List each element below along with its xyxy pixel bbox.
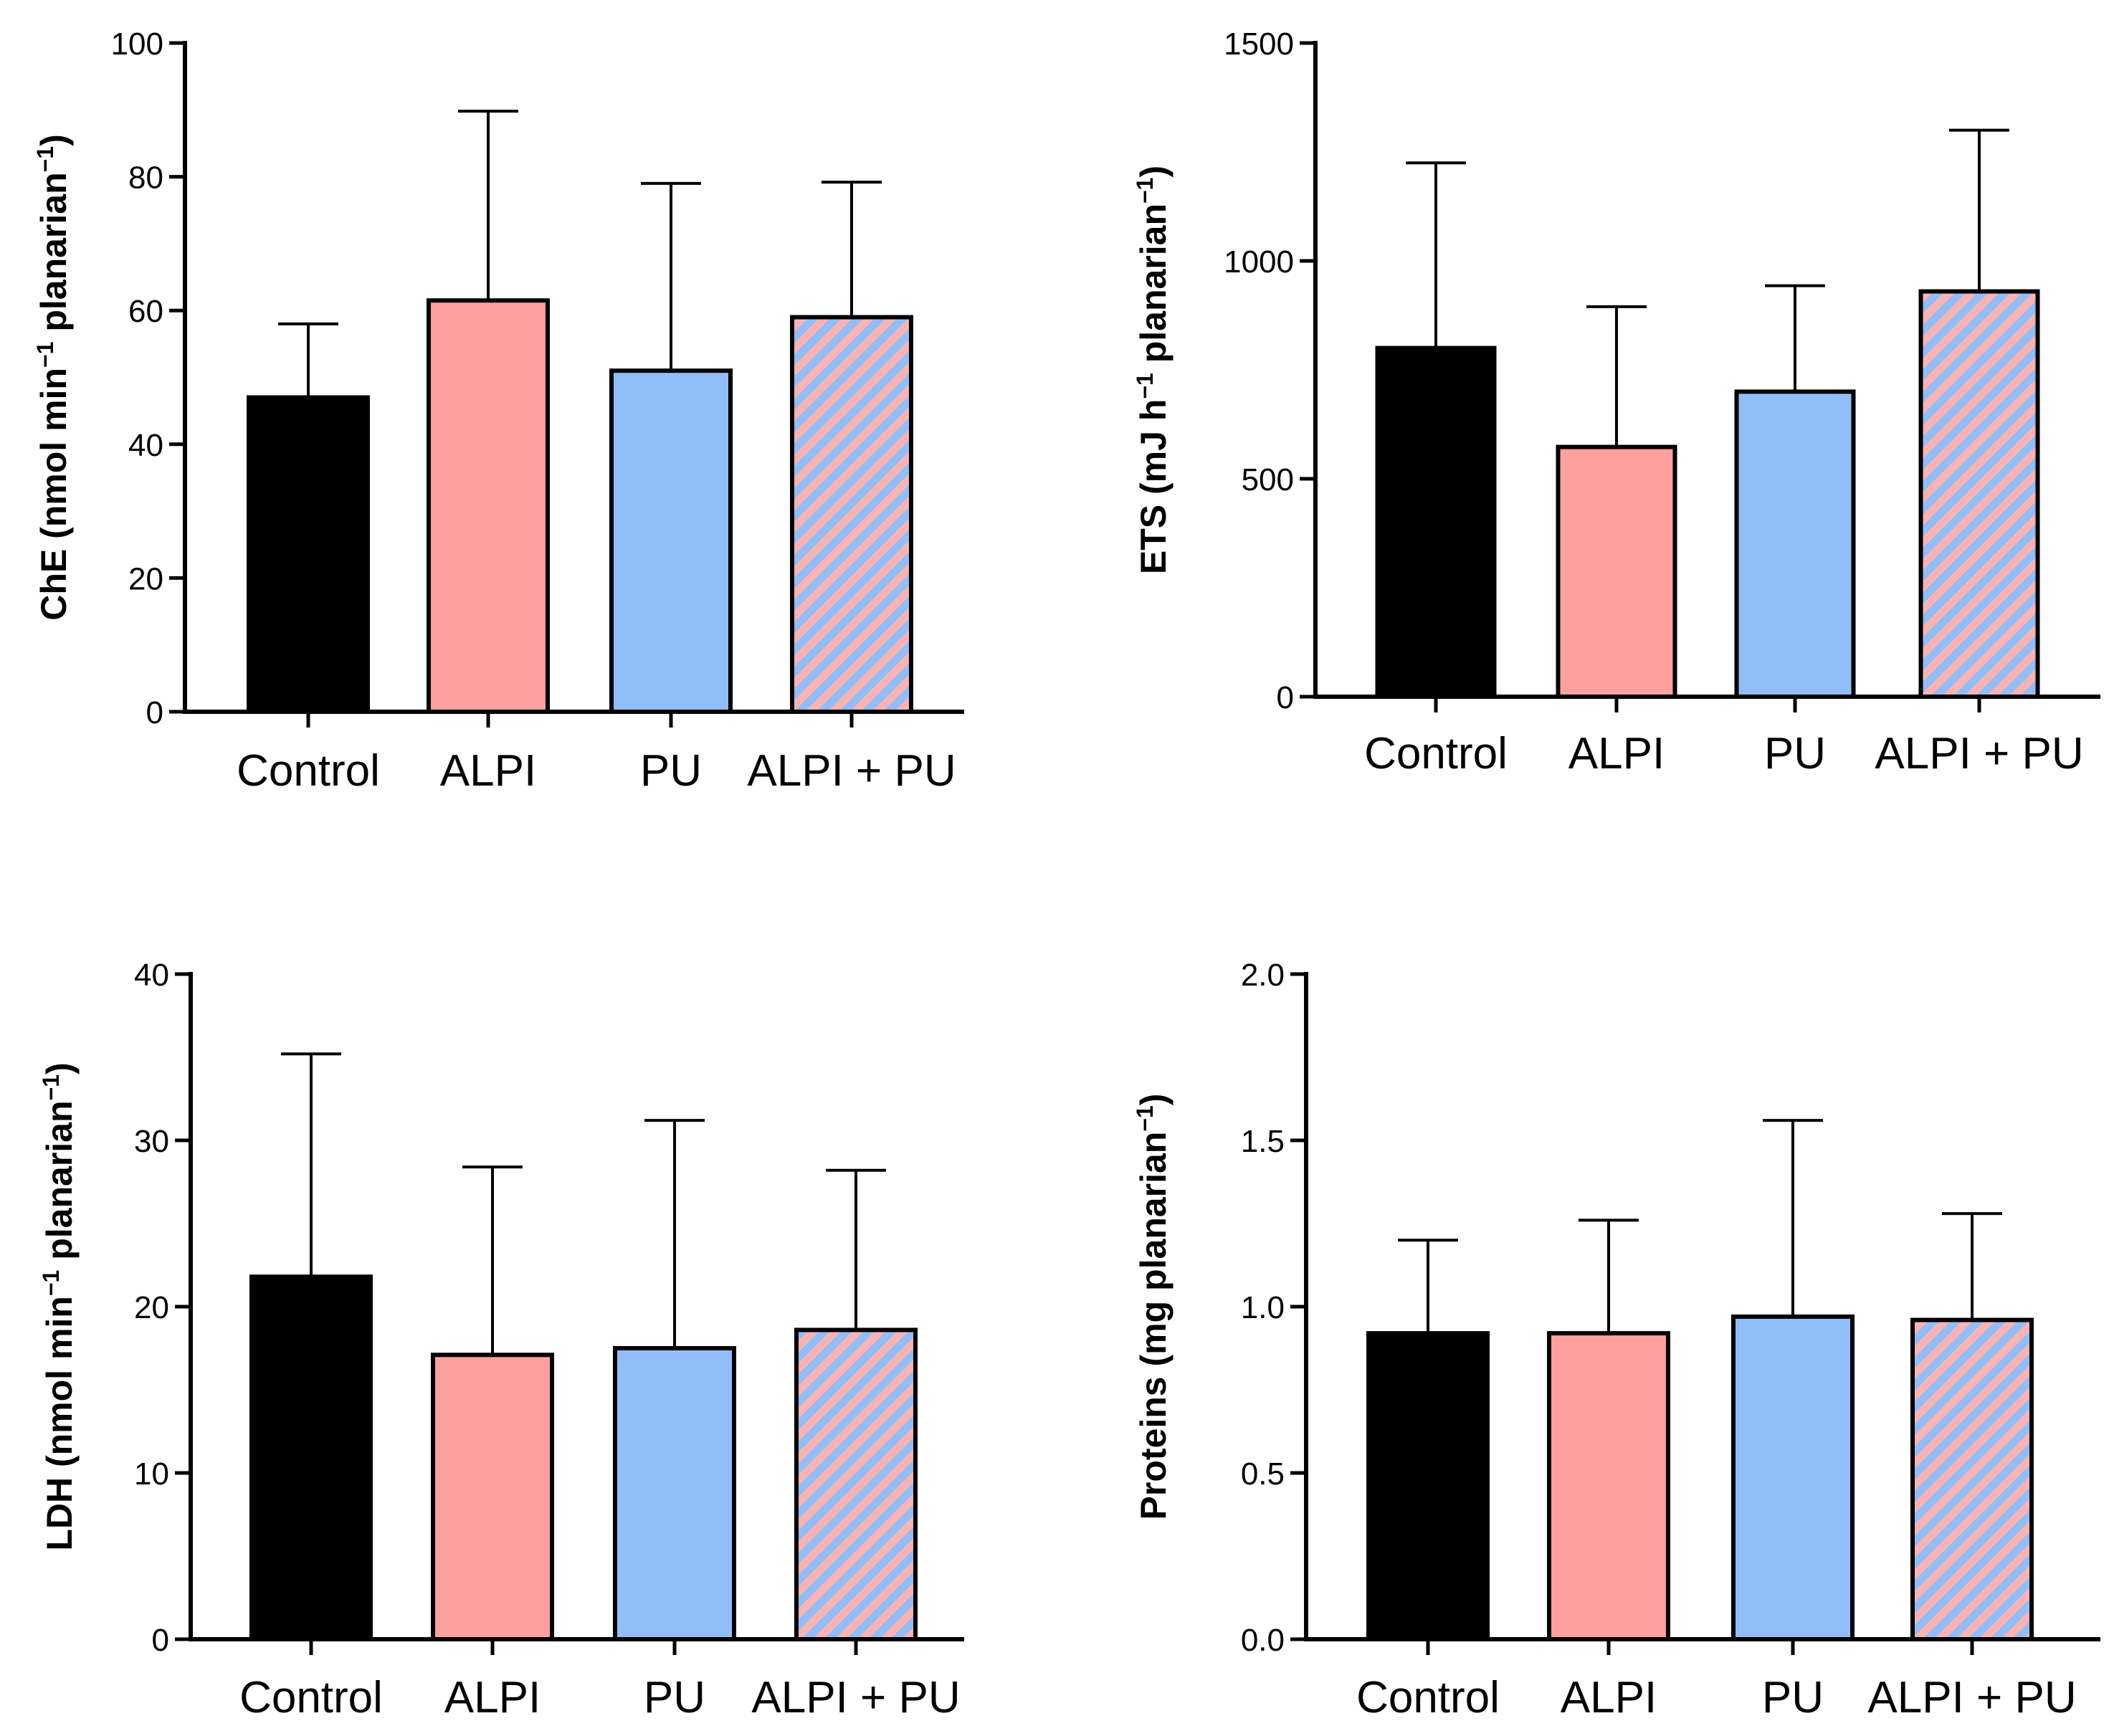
x-category-label: PU (1762, 1673, 1824, 1722)
superscript: −1 (38, 1270, 64, 1296)
bar-alpi-pu (790, 315, 913, 714)
y-tick-label: 100 (111, 27, 163, 62)
axis-title-text: ) (34, 134, 74, 146)
y-tick-label: 2.0 (1241, 958, 1285, 993)
y-tick-label: 80 (128, 161, 163, 196)
axis-title-text: ) (1133, 1094, 1173, 1106)
axis-title-text: ETS (mJ h (1133, 399, 1173, 574)
y-tick-label: 1.0 (1241, 1290, 1285, 1325)
superscript: −1 (32, 342, 58, 368)
bar-alpi (1556, 444, 1677, 700)
y-tick-label: 500 (1242, 462, 1294, 497)
y-tick-label: 0 (1277, 680, 1294, 715)
y-tick-label: 10 (134, 1456, 169, 1492)
superscript: −1 (38, 1074, 64, 1100)
bar-alpi (1547, 1331, 1670, 1641)
bar-control (249, 1274, 373, 1641)
x-category-label: ALPI (1568, 729, 1665, 778)
axis-title-text: ) (39, 1062, 80, 1074)
superscript: −1 (32, 146, 58, 172)
superscript: −1 (1132, 373, 1158, 399)
bar-alpi-pu (1918, 289, 2040, 699)
axis-title-text: planarian (39, 1100, 80, 1269)
bar-pu (613, 1346, 736, 1641)
che-chart: 0 20 40 60 80 100 Control ALPI PU ALPI + PU ChE (n… (32, 27, 964, 796)
y-tick-label: 20 (128, 561, 163, 596)
y-tick-label: 60 (128, 294, 163, 329)
superscript: −1 (1132, 1105, 1158, 1131)
x-category-label: Control (1364, 729, 1508, 778)
bar-control (1375, 345, 1497, 699)
bar-alpi-pu (1910, 1317, 2034, 1641)
axis-title-text: planarian (1133, 204, 1173, 373)
x-category-label: PU (644, 1673, 705, 1722)
axis-title-text: LDH (nmol min (39, 1296, 80, 1551)
y-tick-label: 40 (134, 958, 169, 993)
axis-title-text: Proteins (mg planarian (1133, 1132, 1173, 1520)
x-category-label: Control (1356, 1673, 1500, 1722)
bar-control (1366, 1331, 1490, 1641)
x-category-label: Control (239, 1673, 383, 1722)
superscript: −1 (1132, 178, 1158, 204)
y-tick-label: 0.5 (1241, 1456, 1285, 1492)
bar-control (247, 395, 370, 714)
y-tick-label: 30 (134, 1124, 169, 1159)
bar-pu (1731, 1314, 1855, 1641)
y-tick-label: 0 (152, 1623, 169, 1658)
bar-alpi-pu (794, 1327, 918, 1641)
y-tick-label: 1000 (1224, 244, 1294, 280)
x-category-label: ALPI + PU (751, 1673, 960, 1722)
y-axis-title: LDH (nmol min−1 planarian−1) (38, 1062, 80, 1550)
bar-alpi (431, 1353, 554, 1642)
y-tick-label: 1.5 (1241, 1124, 1285, 1159)
x-category-label: ALPI (440, 746, 536, 796)
y-tick-label: 0.0 (1241, 1623, 1285, 1658)
x-category-label: ALPI + PU (1875, 729, 2083, 778)
axis-title-text: ) (1133, 166, 1173, 178)
y-axis-title: ETS (mJ h−1 planarian−1) (1132, 166, 1173, 574)
y-axis-title: Proteins (mg planarian−1) (1132, 1094, 1173, 1520)
x-category-label: ALPI + PU (1867, 1673, 2076, 1722)
x-category-label: Control (237, 746, 380, 796)
x-category-label: ALPI (1561, 1673, 1657, 1722)
y-tick-label: 1500 (1224, 27, 1294, 62)
x-category-label: PU (1764, 729, 1826, 778)
y-axis-title: ChE (nmol min−1 planarian−1) (32, 134, 74, 621)
bar-alpi (427, 298, 550, 714)
axis-title-text: ChE (nmol min (34, 368, 74, 621)
x-category-label: ALPI + PU (747, 746, 956, 796)
y-tick-label: 20 (134, 1290, 169, 1325)
bar-pu (609, 368, 733, 714)
axis-title-text: planarian (34, 172, 74, 341)
bar-pu (1734, 389, 1856, 700)
ldh-chart: 0 10 20 30 40 Control ALPI PU ALPI + PU LDH (nmol… (38, 958, 964, 1722)
x-category-label: PU (640, 746, 702, 796)
y-tick-label: 0 (146, 695, 163, 730)
x-category-label: ALPI (444, 1673, 541, 1722)
y-tick-label: 40 (128, 428, 163, 463)
proteins-chart: 0.0 0.5 1.0 1.5 2.0 Control ALPI PU ALPI + PU Pro… (1132, 958, 2100, 1722)
ets-chart: 0 500 1000 1500 Control ALPI PU ALPI + PU ETS (m… (1132, 27, 2100, 778)
